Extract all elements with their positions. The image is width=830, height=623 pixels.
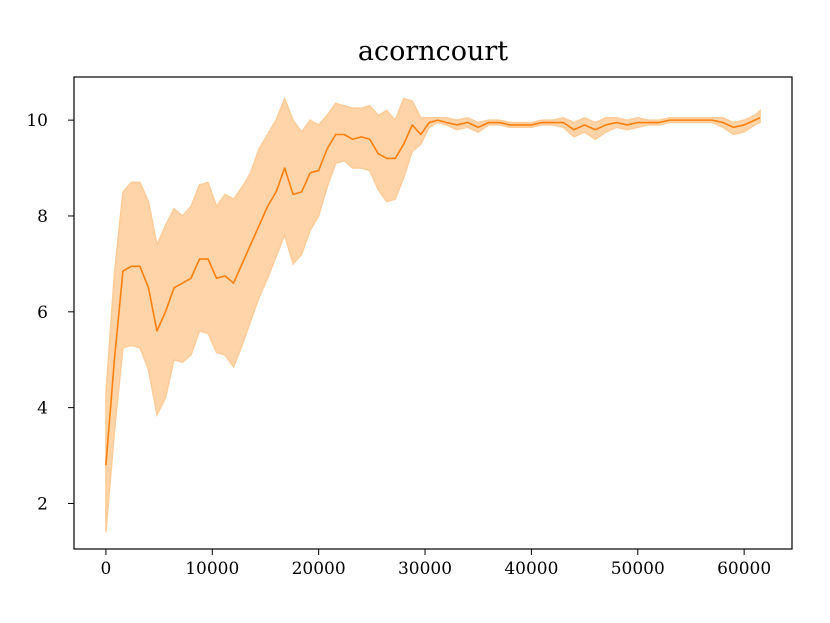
x-tick-label: 50000 xyxy=(611,559,665,579)
x-tick-label: 40000 xyxy=(504,559,558,579)
x-axis: 0 10000 20000 30000 40000 50000 60000 xyxy=(100,549,771,579)
chart-title: acorncourt xyxy=(358,36,508,67)
axes-frame xyxy=(73,76,793,550)
x-tick-label: 10000 xyxy=(185,559,239,579)
y-tick-label: 10 xyxy=(26,111,48,131)
confidence-band xyxy=(105,96,761,533)
y-tick-label: 8 xyxy=(37,207,48,227)
y-tick-label: 6 xyxy=(37,303,48,323)
y-tick-label: 4 xyxy=(37,399,48,419)
y-axis: 2 4 6 8 10 xyxy=(26,111,74,514)
y-tick-label: 2 xyxy=(37,494,48,514)
x-tick-label: 60000 xyxy=(717,559,771,579)
x-tick-label: 20000 xyxy=(292,559,346,579)
series-line-mean xyxy=(105,117,761,466)
x-tick-label: 0 xyxy=(100,559,111,579)
x-tick-label: 30000 xyxy=(398,559,452,579)
plot-area xyxy=(105,96,761,533)
